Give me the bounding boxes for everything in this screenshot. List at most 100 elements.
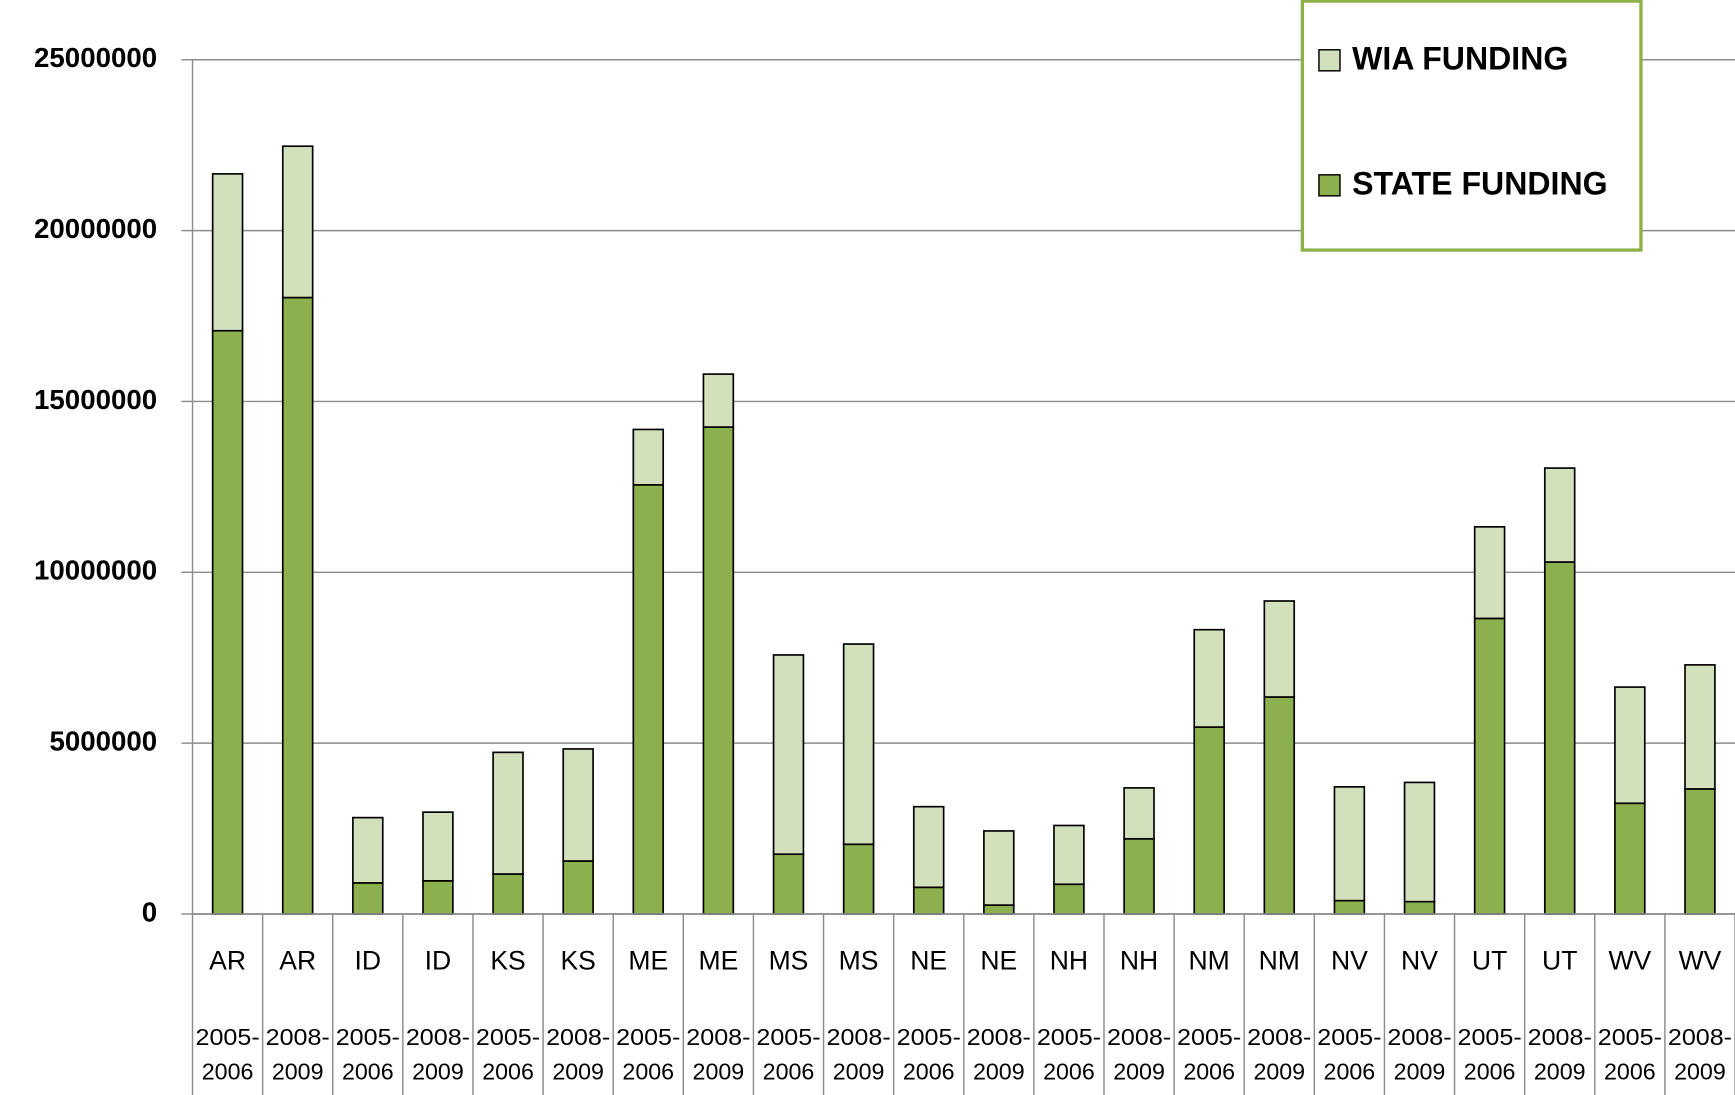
x-tick-label: NV [1401,946,1438,976]
x-period-label: 2009 [412,1058,464,1084]
bar-segment [1684,788,1716,915]
x-tick-label: AR [279,946,316,976]
bar-segment [1684,664,1716,790]
bar-segment [1123,787,1155,840]
bar-segment [912,805,945,889]
x-period-label: 2006 [202,1058,254,1084]
x-tick-label: NV [1331,946,1368,976]
x-period-label: 2008- [1107,1024,1171,1050]
y-tick-label: 10000000 [34,555,157,586]
y-tick-label: 20000000 [34,213,157,244]
x-tick-label: KS [490,946,525,976]
bar-segment [422,880,454,915]
x-period-label: 2008- [1387,1024,1451,1050]
x-tick-label: ME [698,946,738,976]
x-tick-label: NH [1120,946,1158,976]
x-tick-label: ID [425,946,452,976]
x-period-label: 2008- [266,1024,330,1050]
x-tick-label: WV [1679,946,1722,976]
bar-segment [562,860,594,915]
x-period-label: 2005- [1317,1024,1381,1050]
x-tick-label: NM [1259,946,1300,976]
bar-segment [983,830,1015,906]
x-tick-label: MS [769,946,809,976]
x-period-label: 2008- [546,1024,610,1050]
x-period-label: 2005- [1458,1024,1522,1050]
x-period-label: 2008- [1247,1024,1311,1050]
x-period-label: 2009 [833,1058,885,1084]
x-period-label: 2006 [1183,1058,1235,1084]
y-tick-label: 0 [142,896,157,927]
x-period-label: 2006 [1604,1058,1656,1084]
x-period-label: 2008- [686,1024,750,1050]
x-period-label: 2009 [1253,1058,1305,1084]
bar-segment [1333,899,1366,915]
x-period-label: 2006 [903,1058,955,1084]
x-tick-label: NE [980,946,1017,976]
bar-segment [1473,526,1506,620]
x-period-label: 2006 [1324,1058,1376,1084]
bar-segment [702,426,735,915]
x-period-label: 2008- [1668,1024,1732,1050]
x-period-label: 2009 [693,1058,745,1084]
bar-segment [702,373,735,428]
bar-segment [1473,617,1506,915]
x-period-label: 2008- [406,1024,470,1050]
x-tick-label: NH [1050,946,1088,976]
x-period-label: 2006 [622,1058,674,1084]
x-period-label: 2005- [1177,1024,1241,1050]
legend-label: STATE FUNDING [1352,165,1607,201]
bar-segment [492,751,524,875]
y-tick-label: 25000000 [34,42,157,73]
x-period-label: 2006 [1464,1058,1516,1084]
legend-label: WIA FUNDING [1352,40,1568,76]
x-period-label: 2009 [1113,1058,1165,1084]
bar-segment [632,428,665,486]
legend-swatch [1318,174,1341,197]
x-period-label: 2009 [1674,1058,1726,1084]
legend-box [1300,0,1643,252]
legend-swatch [1318,49,1341,72]
bar-segment [1403,781,1436,903]
x-period-label: 2009 [552,1058,604,1084]
bar-segment [1123,837,1155,915]
bar-segment [1263,600,1296,698]
x-period-label: 2008- [1528,1024,1592,1050]
x-period-label: 2005- [897,1024,961,1050]
x-tick-label: ID [355,946,382,976]
bar-segment [352,816,384,884]
x-period-label: 2008- [827,1024,891,1050]
y-tick-label: 15000000 [34,384,157,415]
x-period-label: 2009 [1394,1058,1446,1084]
x-period-label: 2006 [763,1058,815,1084]
bar-segment [352,882,384,915]
x-period-label: 2009 [272,1058,324,1084]
x-period-label: 2009 [1534,1058,1586,1084]
x-period-label: 2006 [482,1058,534,1084]
x-tick-label: UT [1472,946,1507,976]
x-period-label: 2009 [973,1058,1025,1084]
bar-segment [492,873,524,915]
bar-segment [1614,802,1646,915]
plot-root: 0 5000000 10000000 15000000 20000000 25000000… [34,0,1735,1095]
bar-segment [1263,696,1296,915]
bar-segment [211,173,244,332]
bar-segment [562,748,594,862]
bar-segment [1543,467,1576,563]
x-period-label: 2005- [476,1024,540,1050]
bar-segment [211,329,244,915]
x-period-label: 2006 [1043,1058,1095,1084]
x-tick-label: WV [1608,946,1651,976]
bar-segment [842,643,875,846]
x-tick-label: NM [1189,946,1230,976]
bar-segment [1543,561,1576,915]
x-tick-label: NE [910,946,947,976]
x-period-label: 2005- [336,1024,400,1050]
x-tick-label: AR [209,946,246,976]
bar-segment [281,296,314,915]
bar-segment [1053,883,1085,915]
bar-segment [842,843,875,915]
x-period-label: 2005- [756,1024,820,1050]
x-period-label: 2008- [967,1024,1031,1050]
x-tick-label: ME [628,946,668,976]
